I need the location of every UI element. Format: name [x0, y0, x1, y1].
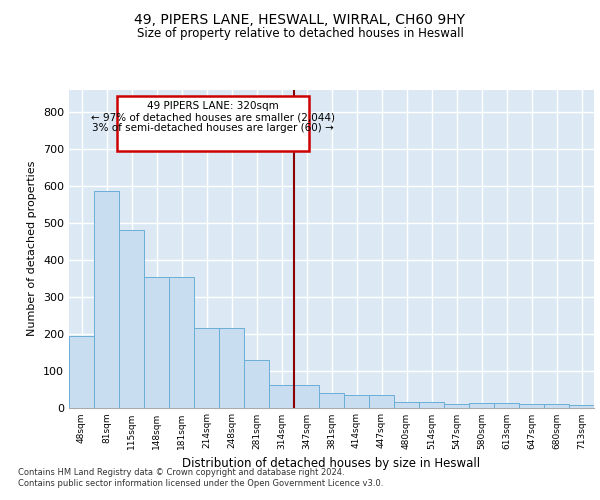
- Bar: [144, 277, 169, 407]
- Bar: [244, 360, 269, 408]
- Text: ← 97% of detached houses are smaller (2,044): ← 97% of detached houses are smaller (2,…: [91, 112, 335, 122]
- Bar: [494, 404, 519, 407]
- Bar: [119, 230, 144, 408]
- Bar: [169, 277, 194, 407]
- Text: 3% of semi-detached houses are larger (60) →: 3% of semi-detached houses are larger (6…: [92, 123, 334, 133]
- Bar: [219, 328, 244, 407]
- Bar: [94, 191, 119, 408]
- Bar: [269, 384, 294, 407]
- Text: Contains HM Land Registry data © Crown copyright and database right 2024.
Contai: Contains HM Land Registry data © Crown c…: [18, 468, 383, 487]
- Bar: [544, 404, 569, 407]
- Text: 49 PIPERS LANE: 320sqm: 49 PIPERS LANE: 320sqm: [147, 101, 278, 111]
- Bar: [319, 392, 344, 407]
- Text: Size of property relative to detached houses in Heswall: Size of property relative to detached ho…: [137, 28, 463, 40]
- Bar: [369, 396, 394, 407]
- X-axis label: Distribution of detached houses by size in Heswall: Distribution of detached houses by size …: [182, 457, 481, 470]
- Bar: [519, 404, 544, 407]
- Bar: [294, 384, 319, 407]
- Bar: [569, 404, 594, 407]
- Bar: [69, 336, 94, 407]
- Bar: [394, 402, 419, 407]
- Y-axis label: Number of detached properties: Number of detached properties: [28, 161, 37, 336]
- Bar: [469, 404, 494, 407]
- Bar: [194, 328, 219, 407]
- Bar: [444, 404, 469, 407]
- Bar: [344, 396, 369, 407]
- FancyBboxPatch shape: [116, 96, 309, 151]
- Bar: [419, 402, 444, 407]
- Text: 49, PIPERS LANE, HESWALL, WIRRAL, CH60 9HY: 49, PIPERS LANE, HESWALL, WIRRAL, CH60 9…: [134, 14, 466, 28]
